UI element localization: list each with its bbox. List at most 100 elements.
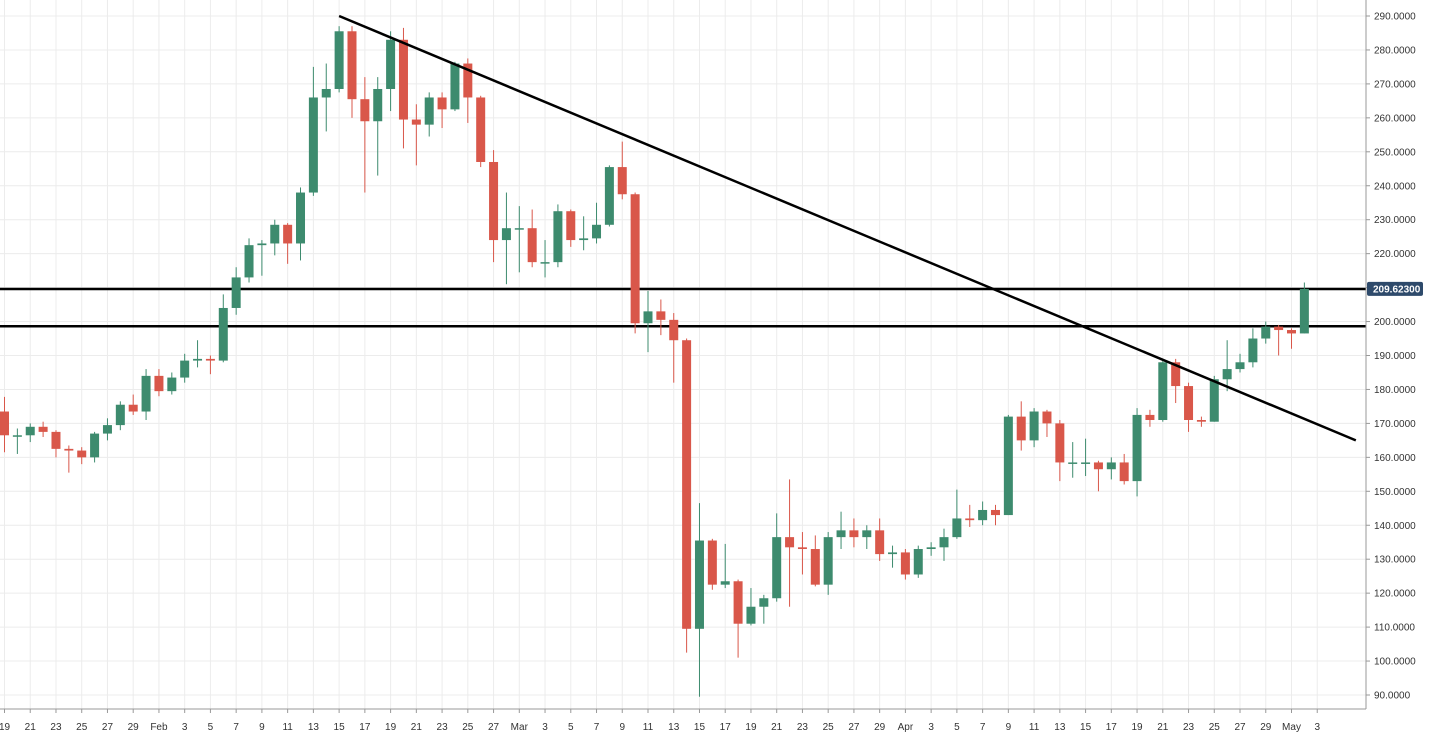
candle <box>1196 416 1206 427</box>
candle-body <box>38 426 48 432</box>
y-tick-label: 90.0000 <box>1374 691 1411 702</box>
candle-body <box>1299 288 1309 334</box>
candle <box>1081 438 1091 477</box>
candle <box>707 538 717 590</box>
candle-body <box>862 530 872 538</box>
candle <box>772 513 782 602</box>
candle <box>218 294 228 363</box>
candle-body <box>1287 330 1296 334</box>
candle-body <box>592 224 602 239</box>
candle-body <box>476 97 486 162</box>
candle-body <box>308 97 318 193</box>
x-tick-label: 11 <box>643 722 654 733</box>
candle-body <box>566 211 576 241</box>
candle <box>656 299 666 336</box>
candle <box>913 545 923 578</box>
candle <box>1003 414 1013 516</box>
candle-body <box>90 433 100 458</box>
candle-body <box>1145 414 1155 421</box>
current-price-badge <box>1367 281 1423 296</box>
x-tick-label: Mar <box>511 722 529 733</box>
candle <box>862 525 872 550</box>
candle-body <box>553 211 563 263</box>
candle-body <box>1222 369 1232 380</box>
candle <box>823 532 833 595</box>
x-tick-label: 21 <box>1157 722 1169 733</box>
trendline-layer <box>338 14 1357 442</box>
candle-body <box>1081 462 1091 464</box>
candle <box>102 418 112 441</box>
candle <box>1261 321 1271 344</box>
candle-body <box>115 404 125 426</box>
candle <box>1068 442 1078 478</box>
candle-body <box>694 540 704 629</box>
y-tick-label: 240.0000 <box>1374 181 1416 192</box>
candle-body <box>424 97 434 125</box>
candle-body <box>64 448 74 451</box>
candle <box>1119 453 1129 485</box>
candle <box>785 479 795 607</box>
candle <box>1299 282 1309 334</box>
candle-body <box>1016 416 1026 441</box>
candle-body <box>1261 326 1271 339</box>
candle-body <box>669 319 679 341</box>
x-tick-label: 23 <box>50 722 62 733</box>
candle <box>694 503 704 697</box>
candle <box>347 26 357 118</box>
x-tick-label: 19 <box>0 722 10 733</box>
x-tick-label: 7 <box>980 722 986 733</box>
candle <box>926 542 936 556</box>
candle <box>321 63 331 132</box>
x-tick-label: 9 <box>1006 722 1012 733</box>
x-tick-label: 7 <box>233 722 239 733</box>
candle <box>25 423 35 443</box>
candle <box>669 313 679 383</box>
candle <box>64 445 74 473</box>
x-tick-label: 17 <box>720 722 732 733</box>
x-tick-label: 23 <box>1183 722 1195 733</box>
x-tick-label: 19 <box>385 722 397 733</box>
candle-body <box>875 530 885 555</box>
x-tick-label: 15 <box>1080 722 1092 733</box>
candle-body <box>527 228 537 263</box>
candle-body <box>270 224 280 244</box>
candle <box>604 165 614 227</box>
x-tick-label: 29 <box>1260 722 1272 733</box>
candle-body <box>772 537 782 599</box>
candle <box>283 223 293 264</box>
candle-body <box>1119 462 1129 482</box>
candle-body <box>244 245 254 278</box>
candle-body <box>952 518 962 538</box>
candle-body <box>720 581 730 585</box>
candle-body <box>785 537 795 548</box>
x-tick-label: 21 <box>411 722 423 733</box>
candle-body <box>205 358 215 361</box>
x-tick-label: 25 <box>462 722 474 733</box>
x-tick-label: 15 <box>334 722 346 733</box>
candle <box>1055 420 1065 482</box>
x-tick-label: 25 <box>823 722 835 733</box>
candle-body <box>167 377 177 392</box>
candle-body <box>900 552 910 575</box>
candle <box>398 27 408 149</box>
y-tick-label: 220.0000 <box>1374 249 1416 260</box>
candle <box>1287 328 1296 349</box>
y-tick-label: 230.0000 <box>1374 215 1416 226</box>
candle <box>334 26 344 93</box>
x-tick-label: 21 <box>25 722 37 733</box>
candle-body <box>25 426 35 436</box>
candle-body <box>257 243 267 246</box>
candle-body <box>347 31 357 100</box>
x-tick-label: 19 <box>745 722 757 733</box>
candle-body <box>489 161 499 241</box>
candle-body <box>1068 462 1078 464</box>
candle-body <box>1029 411 1039 441</box>
y-tick-label: 110.0000 <box>1374 623 1415 634</box>
candle <box>540 240 550 278</box>
x-tick-label: 21 <box>771 722 783 733</box>
candle-body <box>604 167 614 225</box>
candle <box>1016 401 1026 451</box>
x-tick-label: 3 <box>182 722 188 733</box>
candle <box>12 428 22 454</box>
